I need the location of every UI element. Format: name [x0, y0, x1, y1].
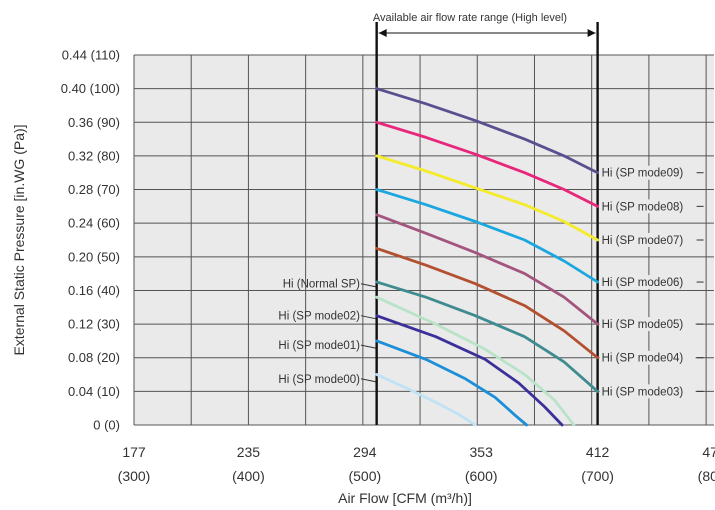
- series-line: [375, 120, 599, 208]
- series-label-leader: [360, 344, 376, 349]
- x-tick-label: 235: [237, 444, 261, 460]
- range-label: Available air flow rate range (High leve…: [373, 12, 567, 24]
- series-label-bg: [599, 384, 696, 399]
- range-arrowhead-left: [378, 29, 387, 37]
- series-label-bg: [599, 233, 696, 247]
- series-label: Hi (SP mode09): [602, 168, 684, 180]
- series-label-leader: [360, 378, 376, 383]
- series-label: Hi (SP mode01): [278, 340, 360, 352]
- series-line: [375, 373, 477, 427]
- series-line: [375, 339, 528, 427]
- y-tick-label: 0.16 (40): [68, 283, 120, 298]
- series-line: [375, 247, 599, 360]
- series-label: Hi (SP mode05): [602, 319, 684, 331]
- series-label: Hi (SP mode06): [602, 277, 684, 289]
- y-tick-label: 0.04 (10): [68, 384, 120, 399]
- series-line: [375, 188, 599, 284]
- series-label-bg: [599, 317, 696, 332]
- x-tick-label: 412: [586, 444, 610, 460]
- x-tick-sublabel: (700): [581, 468, 614, 484]
- x-tick-label: 294: [353, 444, 377, 460]
- y-axis-title: External Static Pressure [in.WG (Pa)]: [11, 124, 27, 355]
- y-tick-label: 0.12 (30): [68, 317, 120, 332]
- x-tick-sublabel: (800): [698, 468, 715, 484]
- series-label-bg: [599, 165, 696, 180]
- y-tick-label: 0.20 (50): [68, 249, 120, 264]
- series-label: Hi (SP mode02): [278, 311, 360, 323]
- series-line: [375, 213, 599, 326]
- series-label: Hi (SP mode00): [278, 374, 360, 386]
- series-labels: Hi (SP mode09) Hi (SP mode08) Hi (SP mode0…: [278, 165, 704, 399]
- series-line: [375, 314, 564, 427]
- series-label: Hi (SP mode07): [602, 235, 684, 247]
- x-tick-label: 177: [122, 444, 146, 460]
- x-tick-sublabel: (400): [232, 468, 265, 484]
- series-line: [375, 295, 576, 427]
- y-tick-label: 0.32 (80): [68, 148, 120, 163]
- x-axis-title: Air Flow [CFM (m³/h)]: [338, 490, 472, 506]
- series-layer: [375, 87, 599, 427]
- series-label: Hi (SP mode04): [602, 353, 684, 365]
- x-tick-sublabel: (600): [465, 468, 498, 484]
- series-label-bg: [599, 350, 696, 365]
- series-label-leader: [360, 283, 376, 288]
- x-axis-ticks: 177 (300) 235 (400) 294 (500) 353 (600) 412 (700)…: [118, 444, 715, 484]
- y-tick-label: 0.44 (110): [62, 48, 120, 63]
- series-label: Hi (SP mode08): [602, 201, 684, 213]
- series-label-leader: [360, 315, 376, 320]
- y-tick-label: 0.24 (60): [68, 216, 120, 231]
- series-label: Hi (Normal SP): [283, 279, 360, 291]
- series-line: [375, 280, 599, 393]
- series-label: Hi (SP mode03): [602, 386, 684, 398]
- y-tick-label: 0 (0): [93, 418, 120, 433]
- x-tick-label: 353: [470, 444, 494, 460]
- series-label-bg: [599, 275, 696, 290]
- y-tick-label: 0.08 (20): [68, 350, 120, 365]
- y-axis-ticks: 0 (0) 0.04 (10) 0.08 (20) 0.12 (30) 0.16 (40…: [61, 48, 120, 433]
- range-arrowhead-right: [587, 29, 596, 37]
- series-line: [375, 154, 599, 242]
- x-tick-sublabel: (300): [118, 468, 151, 484]
- y-tick-label: 0.36 (90): [68, 115, 120, 130]
- series-line: [375, 87, 599, 175]
- x-tick-label: 471: [702, 444, 715, 460]
- y-tick-label: 0.28 (70): [68, 182, 120, 197]
- series-label-bg: [599, 199, 696, 214]
- x-tick-sublabel: (500): [348, 468, 381, 484]
- y-tick-label: 0.40 (100): [61, 81, 120, 96]
